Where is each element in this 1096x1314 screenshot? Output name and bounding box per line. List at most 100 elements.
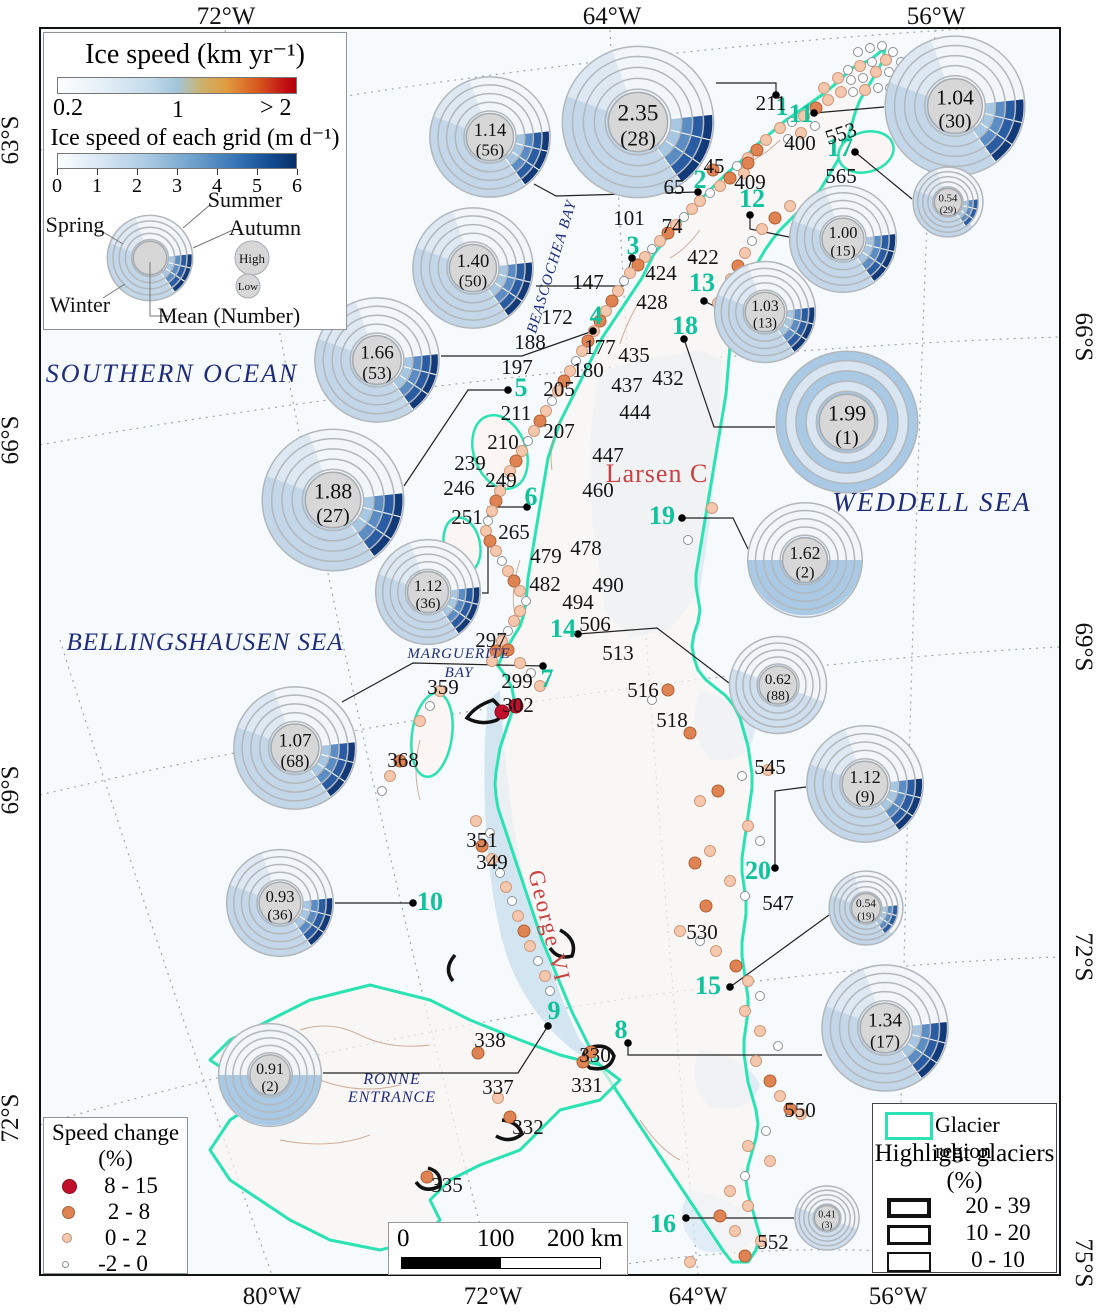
rose-ring (913, 64, 997, 148)
ice-speed-tick-max: > 2 (260, 95, 292, 121)
terrain-contour (319, 1079, 401, 1090)
leader-line (729, 914, 830, 988)
leader-line (813, 106, 885, 114)
speed-change-dot (619, 276, 629, 286)
glacier-marker-dot (682, 1214, 690, 1222)
speed-change-dot (742, 1140, 754, 1152)
grid-point-label: 246 (443, 476, 475, 500)
rose-count-value: (53) (362, 363, 392, 383)
speed-change-dot (507, 896, 517, 906)
rose-center (351, 334, 403, 386)
grid-speed-tick-label: 4 (212, 175, 222, 197)
rose-center (607, 91, 669, 153)
speed-change-dot (377, 786, 387, 796)
rose-ring (239, 1044, 301, 1106)
speed-change-dot (787, 117, 797, 127)
highlight-glacier-id: 9 (548, 996, 561, 1025)
rose-ring (838, 880, 894, 936)
grid-speed-tickmark (96, 169, 98, 175)
grid-point-label: 211 (501, 401, 532, 425)
rose-ring (241, 694, 349, 802)
grid-speed-tickmark (56, 169, 58, 175)
rose-ring (374, 538, 482, 646)
speed-change-dot (581, 334, 595, 348)
speed-change-dot (763, 1074, 777, 1088)
grid-point-label: 197 (501, 355, 533, 379)
rose-ring (811, 207, 875, 271)
speed-change-dot (540, 405, 552, 417)
speed-change-dot (729, 959, 743, 973)
rose-count-value: (27) (316, 505, 350, 527)
grid-point-label: 211 (756, 91, 787, 115)
speed-change-dot (514, 605, 526, 617)
speed-change-dot (754, 1025, 766, 1037)
grid-point-label: 74 (662, 214, 684, 238)
rose-season-sector (566, 50, 630, 114)
terrain-contour (279, 1134, 371, 1145)
ice-speed-legend-title: Ice speed (km yr⁻¹) (85, 39, 305, 70)
speed-change-dot (760, 134, 772, 146)
rose-diagram: 1.62(2) (747, 502, 863, 618)
rose-count-value: (3) (822, 1220, 833, 1230)
highlight-glacier-id: 17 (827, 133, 853, 162)
speed-change-dot (508, 615, 520, 627)
speed-change-dot (762, 764, 774, 776)
grid-point-label: 210 (487, 430, 519, 454)
grid-point-label: 460 (582, 478, 614, 502)
terrain-contour (619, 299, 641, 345)
axis-label-top: 56°W (907, 3, 966, 30)
rose-diagram: 1.34(17) (821, 964, 949, 1092)
speed-change-dot-swatch (62, 1233, 72, 1243)
terrain-contour (415, 739, 421, 801)
highlight-glacier-id: 8 (615, 1015, 628, 1044)
terrain-contour (299, 1025, 431, 1047)
grid-speed-tick-label: 6 (292, 175, 302, 197)
speed-change-dot (688, 856, 702, 870)
leader-line (682, 517, 749, 550)
speed-change-unit: (%) (98, 1146, 133, 1171)
speed-change-dot (612, 285, 624, 297)
speed-change-dot (686, 203, 698, 215)
rose-ring (762, 517, 848, 603)
rose-center (249, 1054, 291, 1096)
rose-count-value: (36) (416, 596, 441, 612)
speed-change-dot (552, 385, 564, 397)
speed-change-item: 2 - 8 (62, 1199, 177, 1224)
grid-point-label: 422 (687, 245, 719, 269)
highlight-glacier-id: 12 (739, 184, 765, 213)
speed-change-dot (822, 94, 834, 106)
rose-ring (454, 101, 526, 173)
grid-point-label: 265 (498, 520, 530, 544)
rose-ring (728, 635, 828, 735)
rose-ring (747, 502, 863, 618)
axis-label-left: 63°S (0, 116, 24, 165)
rose-mean-value: 0.93 (266, 887, 295, 906)
rose-ring (561, 45, 715, 199)
speed-change-dot (414, 715, 426, 727)
rose-ring (903, 54, 1007, 158)
grid-point-label: 337 (482, 1075, 514, 1099)
speed-change-item: 8 - 15 (62, 1173, 177, 1198)
place-label: BAY (445, 665, 474, 681)
speed-change-dot (784, 200, 796, 212)
glacier-marker-dot (544, 1022, 552, 1030)
glacier-marker-dot (680, 335, 688, 343)
leader-line (482, 506, 527, 594)
speed-change-dot (859, 84, 871, 96)
grid-speed-tickmark (256, 169, 258, 175)
speed-change-dot (865, 43, 875, 53)
rose-ring (445, 92, 535, 182)
grid-speed-tick-label: 5 (252, 175, 262, 197)
rose-ring (446, 241, 500, 295)
speed-change-dot (514, 585, 526, 597)
rose-diagram: 0.91(2) (217, 1022, 323, 1128)
speed-change-dot (500, 881, 512, 893)
grid-point-label: 447 (592, 443, 624, 467)
rose-ring (720, 267, 810, 357)
rose-diagram: 0.54(29) (912, 166, 984, 238)
grid-point-label: 239 (454, 451, 486, 475)
speed-change-dot (750, 143, 764, 157)
highlight-glacier-range-label: 10 - 20 (965, 1220, 1031, 1245)
rose-diagram: 1.66(53) (314, 297, 440, 423)
grid-point-label: 45 (704, 154, 725, 178)
